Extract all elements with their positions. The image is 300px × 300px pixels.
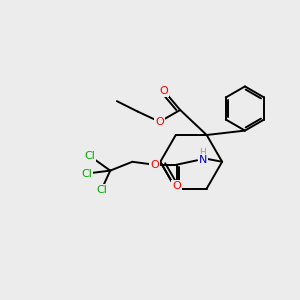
Text: O: O: [155, 117, 164, 127]
Text: N: N: [199, 155, 207, 165]
Text: O: O: [172, 181, 181, 191]
Text: H: H: [200, 148, 206, 157]
Text: Cl: Cl: [84, 151, 95, 161]
Text: O: O: [150, 160, 159, 170]
Text: Cl: Cl: [81, 169, 92, 178]
Text: Cl: Cl: [96, 185, 107, 195]
Text: O: O: [160, 86, 168, 96]
